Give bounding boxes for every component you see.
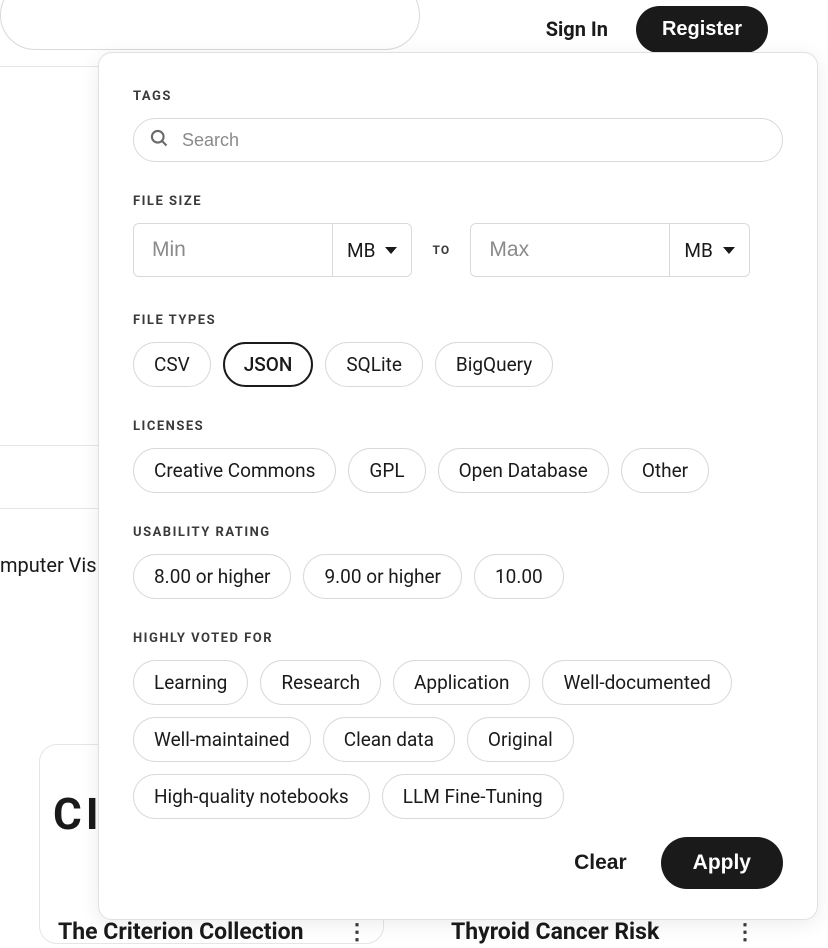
filter-chip[interactable]: High-quality notebooks [133,774,370,819]
voted-label: HIGHLY VOTED FOR [133,631,783,646]
file-size-min-input[interactable] [134,224,332,276]
filter-chip[interactable]: Other [621,448,709,493]
modal-footer: Clear Apply [133,837,783,889]
filter-chip[interactable]: 10.00 [474,554,564,599]
tags-search-input[interactable] [133,118,783,162]
chevron-down-icon [723,247,735,254]
divider [0,508,100,509]
tags-search-wrapper [133,118,783,162]
filter-chip[interactable]: BigQuery [435,342,553,387]
usability-row: 8.00 or higher 9.00 or higher 10.00 [133,554,783,599]
file-types-row: CSV JSONSQLite BigQuery [133,342,783,387]
clear-button[interactable]: Clear [574,851,627,875]
more-icon[interactable]: ⋮ [734,920,756,945]
filter-chip[interactable]: Research [260,660,381,705]
to-label: TO [432,243,450,257]
register-button[interactable]: Register [636,6,768,53]
unit-label: MB [684,239,712,262]
chevron-down-icon [385,247,397,254]
filter-chip[interactable]: CSV [133,342,211,387]
sign-in-link[interactable]: Sign In [546,17,608,41]
licenses-row: Creative Commons GPL Open Database Other [133,448,783,493]
more-icon[interactable]: ⋮ [346,920,368,945]
filter-chip[interactable]: 8.00 or higher [133,554,291,599]
filter-chip[interactable]: GPL [348,448,425,493]
filter-chip[interactable]: Well-maintained [133,717,311,762]
filter-chip[interactable]: Open Database [438,448,609,493]
filter-chip[interactable]: 9.00 or higher [303,554,461,599]
dataset-title-partial: Thyroid Cancer Risk [451,918,659,945]
filter-chip[interactable]: Creative Commons [133,448,336,493]
licenses-label: LICENSES [133,419,783,434]
filter-chip[interactable]: Clean data [323,717,455,762]
voted-row: Learning Research Application Well-document… [133,660,783,819]
filter-chip[interactable]: JSON [223,342,314,387]
file-size-max-unit-select[interactable]: MB [669,224,748,276]
filter-chip[interactable]: Original [467,717,574,762]
divider [0,66,100,67]
file-size-min-unit-select[interactable]: MB [332,224,411,276]
file-types-label: FILE TYPES [133,313,783,328]
filters-modal: TAGS FILE SIZE MB TO MB FILE [98,52,818,920]
usability-label: USABILITY RATING [133,525,783,540]
unit-label: MB [347,239,375,262]
filter-chip[interactable]: Learning [133,660,248,705]
dataset-title-partial: The Criterion Collection [58,918,304,945]
file-size-row: MB TO MB [133,223,783,277]
file-size-max-input[interactable] [471,224,669,276]
divider [0,445,100,446]
file-size-max-group: MB [470,223,749,277]
file-size-min-group: MB [133,223,412,277]
filter-chip[interactable]: LLM Fine-Tuning [382,774,564,819]
top-bar: Sign In Register [0,0,828,58]
file-size-label: FILE SIZE [133,194,783,209]
filter-chip[interactable]: SQLite [325,342,423,387]
tag-chip-partial: mputer Visio [0,553,113,577]
filter-chip[interactable]: Well-documented [542,660,731,705]
search-icon [149,128,169,152]
dataset-card-logo-text: CI [53,788,103,840]
apply-button[interactable]: Apply [661,837,783,889]
filter-chip[interactable]: Application [393,660,530,705]
tags-label: TAGS [133,89,783,104]
